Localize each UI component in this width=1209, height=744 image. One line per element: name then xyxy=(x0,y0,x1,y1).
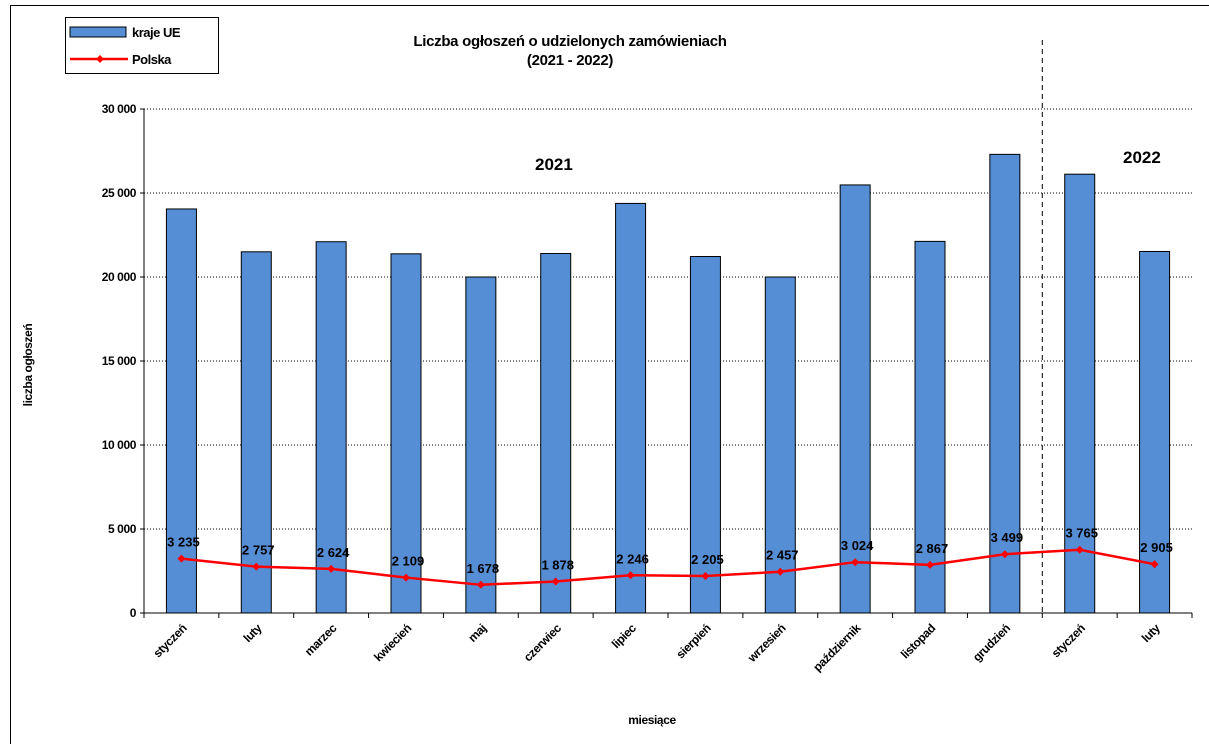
bar xyxy=(839,184,871,614)
x-tick-label: maj xyxy=(465,621,489,645)
legend-label-eu: kraje UE xyxy=(132,25,181,40)
x-tick-label: luty xyxy=(1139,621,1163,645)
y-tick-label: 30 000 xyxy=(102,102,137,116)
data-label: 2 109 xyxy=(392,554,425,569)
x-axis-label: miesiące xyxy=(628,713,676,727)
line-point xyxy=(1150,560,1159,569)
chart-frame xyxy=(10,5,1209,744)
data-label: 3 024 xyxy=(841,538,874,553)
bar xyxy=(240,251,272,614)
chart-title-line2: (2021 - 2022) xyxy=(526,52,614,69)
bar xyxy=(390,253,422,614)
line-point xyxy=(626,571,635,580)
x-tick-label: listopad xyxy=(898,621,938,661)
data-label: 2 867 xyxy=(916,541,949,556)
x-tick-label: październik xyxy=(810,621,864,675)
line-point xyxy=(551,577,560,586)
line-point xyxy=(177,554,186,563)
x-tick-label: sierpień xyxy=(673,621,713,661)
bar xyxy=(1064,173,1096,614)
chart-title: Liczba ogłoszeń o udzielonych zamówienia… xyxy=(380,32,760,70)
series-line-polska xyxy=(181,548,1155,587)
year-label-2022: 2022 xyxy=(1123,148,1161,167)
chart-title-line1: Liczba ogłoszeń o udzielonych zamówienia… xyxy=(413,33,727,50)
data-label: 3 499 xyxy=(991,530,1024,545)
line-point xyxy=(701,571,710,580)
data-label: 2 757 xyxy=(242,543,275,558)
data-label: 2 624 xyxy=(317,545,350,560)
data-label: 2 205 xyxy=(691,552,724,567)
y-tick-label: 15 000 xyxy=(102,354,137,368)
data-label: 2 905 xyxy=(1140,540,1173,555)
y-tick-label: 10 000 xyxy=(102,438,137,452)
line-point xyxy=(402,573,410,582)
data-label: 1 678 xyxy=(467,561,500,576)
legend-label-pl: Polska xyxy=(132,52,171,67)
legend-item-pl: Polska xyxy=(66,50,220,70)
x-tick-label: luty xyxy=(241,621,265,645)
data-label: 2 457 xyxy=(766,548,799,563)
y-tick-label: 0 xyxy=(130,606,137,620)
bar xyxy=(914,240,946,614)
legend: kraje UE Polska xyxy=(65,17,219,74)
y-tick-label: 20 000 xyxy=(102,270,137,284)
x-tick-label: lipiec xyxy=(609,621,639,651)
bar xyxy=(689,256,721,614)
line-point xyxy=(327,564,336,573)
year-label-2021: 2021 xyxy=(535,155,573,174)
bar xyxy=(315,241,347,614)
x-tick-label: wrzesień xyxy=(744,621,788,665)
line-point xyxy=(926,560,934,569)
data-label: 1 878 xyxy=(541,557,574,572)
data-label: 2 246 xyxy=(616,551,649,566)
line-point xyxy=(1075,545,1084,554)
x-tick-label: grudzień xyxy=(970,621,1013,664)
bar xyxy=(764,276,796,614)
bar xyxy=(465,276,497,614)
data-label: 3 235 xyxy=(167,535,200,550)
legend-line-swatch xyxy=(70,55,128,63)
y-tick-label: 25 000 xyxy=(102,186,137,200)
bar xyxy=(989,153,1021,614)
y-axis-label: liczba ogłoszeń xyxy=(21,323,35,407)
bar xyxy=(540,252,572,614)
line-point xyxy=(252,562,261,571)
bar xyxy=(615,202,647,614)
line-point xyxy=(476,580,485,589)
legend-bar-swatch xyxy=(69,26,127,38)
y-tick-label: 5 000 xyxy=(108,522,137,536)
bar xyxy=(1139,250,1171,614)
x-tick-label: kwiecień xyxy=(371,621,414,664)
x-tick-label: marzec xyxy=(302,621,340,659)
x-tick-label: styczeń xyxy=(150,621,189,660)
line-point xyxy=(851,558,860,567)
bar xyxy=(165,208,197,614)
line-point xyxy=(1000,550,1009,559)
x-tick-label: czerwiec xyxy=(521,621,565,665)
line-point xyxy=(776,567,785,576)
legend-item-eu: kraje UE xyxy=(66,23,220,43)
data-label: 3 765 xyxy=(1065,526,1098,541)
x-tick-label: styczeń xyxy=(1049,621,1088,660)
